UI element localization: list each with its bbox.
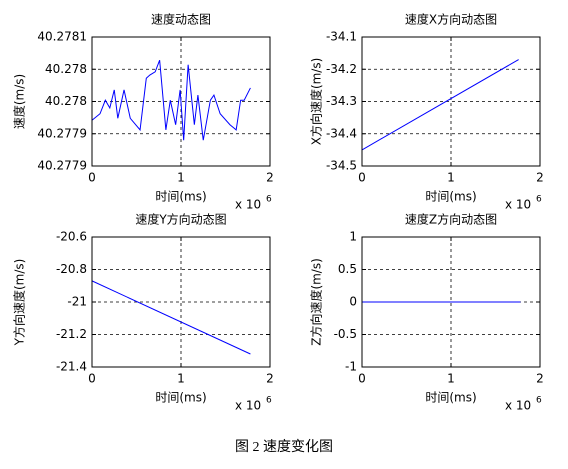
axes-box — [361, 36, 541, 167]
axes-box — [91, 236, 271, 368]
x-tick-label: 0 — [358, 372, 366, 386]
x-axis-label: 时间(ms) — [425, 190, 476, 204]
y-tick-label: -20.6 — [56, 230, 87, 244]
y-tick-label: 40.2781 — [37, 30, 87, 44]
x-scale-exponent: 6 — [536, 396, 542, 406]
subplot-title: 速度Y方向动态图 — [135, 212, 226, 227]
subplot-title: 速度动态图 — [151, 12, 211, 27]
y-tick-label: -34.1 — [326, 30, 357, 44]
y-tick-label: -21.4 — [56, 360, 87, 374]
x-scale-exponent: 6 — [536, 195, 542, 205]
y-tick-label: 40.278 — [45, 62, 87, 76]
y-tick-label: 0 — [349, 295, 357, 309]
x-scale-base: x 10 — [235, 399, 261, 413]
x-tick-label: 1 — [177, 372, 185, 386]
y-tick-label: -34.5 — [326, 159, 357, 173]
subplot-title: 速度Z方向动态图 — [405, 212, 497, 227]
y-axis-label: Z方向速度(m/s) — [309, 258, 324, 346]
figure-caption: 图 2 速度变化图 — [235, 439, 333, 455]
axes-box — [91, 36, 271, 167]
data-line — [361, 59, 519, 151]
subplot: 0 1 2 40.2779 40.2779 40.278 40.278 40.2781 速度动态… — [12, 12, 274, 212]
y-tick-label: 1 — [349, 230, 357, 244]
x-tick-label: 2 — [266, 171, 274, 185]
x-tick-label: 0 — [88, 171, 96, 185]
axes-box — [361, 236, 541, 368]
x-tick-label: 0 — [88, 372, 96, 386]
y-tick-label: -0.5 — [334, 327, 357, 341]
subplot: 0 1 2 -34.5 -34.4 -34.3 -34.2 -34.1 速度X方向动态图时间(m… — [309, 12, 544, 212]
y-tick-label: -34.2 — [326, 62, 357, 76]
y-tick-label: -21.2 — [56, 327, 87, 341]
x-scale-base: x 10 — [505, 198, 531, 212]
x-axis-label: 时间(ms) — [155, 391, 206, 405]
x-tick-label: 1 — [447, 171, 455, 185]
plot-area — [362, 37, 540, 166]
subplot: 0 1 2 -21.4 -21.2 -21 -20.8 -20.6 速度Y方向动态图时间(ms)… — [12, 212, 274, 413]
y-tick-label: -34.3 — [326, 94, 357, 108]
y-tick-label: 40.2779 — [37, 159, 87, 173]
x-axis-label: 时间(ms) — [155, 190, 206, 204]
y-tick-label: 40.2779 — [37, 126, 87, 140]
x-tick-label: 1 — [177, 171, 185, 185]
y-axis-label: 速度(m/s) — [12, 74, 27, 129]
x-scale-base: x 10 — [235, 198, 261, 212]
x-tick-label: 2 — [536, 171, 544, 185]
x-tick-label: 1 — [447, 372, 455, 386]
x-scale-exponent: 6 — [266, 195, 272, 205]
x-axis-label: 时间(ms) — [425, 391, 476, 405]
x-scale-base: x 10 — [505, 399, 531, 413]
x-scale-exponent: 6 — [266, 396, 272, 406]
x-tick-label: 2 — [266, 372, 274, 386]
y-axis-label: Y方向速度(m/s) — [12, 259, 27, 347]
x-tick-label: 0 — [358, 171, 366, 185]
y-axis-label: X方向速度(m/s) — [309, 58, 324, 146]
data-line — [91, 60, 251, 141]
y-tick-label: 0.5 — [338, 262, 357, 276]
subplot-title: 速度X方向动态图 — [405, 12, 497, 27]
data-line — [91, 280, 251, 355]
y-tick-label: -34.4 — [326, 126, 357, 140]
y-tick-label: -21 — [67, 295, 87, 309]
x-tick-label: 2 — [536, 372, 544, 386]
y-tick-label: -1 — [345, 360, 357, 374]
y-tick-label: -20.8 — [56, 262, 87, 276]
y-tick-label: 40.278 — [45, 94, 87, 108]
